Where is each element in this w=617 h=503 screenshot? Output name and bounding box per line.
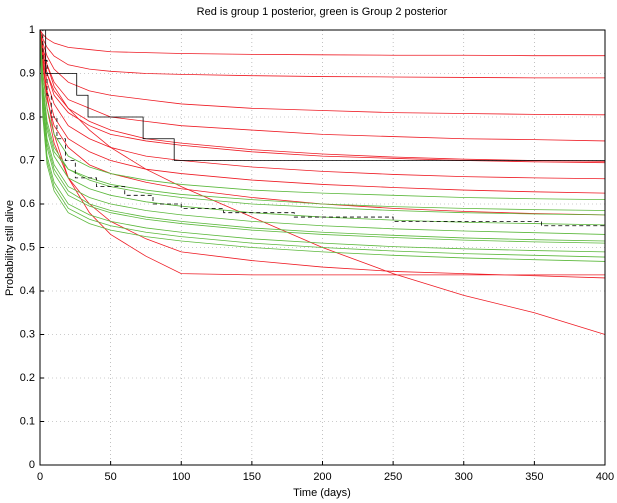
posterior-curve <box>39 29 606 279</box>
posterior-curve <box>39 29 605 57</box>
posterior-curve <box>39 29 606 162</box>
posterior-curve <box>39 29 606 116</box>
posterior-curve <box>39 29 606 216</box>
posterior-curve <box>39 29 606 211</box>
posterior-curve <box>39 29 606 201</box>
x-tick-label: 300 <box>455 471 473 483</box>
posterior-curve <box>39 29 606 164</box>
posterior-curve <box>39 29 606 258</box>
posterior-curve <box>39 29 606 235</box>
posterior-curve <box>39 29 606 180</box>
chart-title: Red is group 1 posterior, green is Group… <box>197 6 448 18</box>
x-tick-label: 0 <box>37 471 43 483</box>
posterior-curve <box>39 29 606 142</box>
x-tick-label: 400 <box>596 471 614 483</box>
plot-frame <box>39 29 606 466</box>
y-tick-label: 0.9 <box>20 67 35 79</box>
posterior-curve <box>39 29 605 79</box>
step-curve <box>40 29 605 161</box>
x-tick-label: 200 <box>313 471 331 483</box>
posterior-curve <box>39 29 606 262</box>
y-tick-label: 0.8 <box>20 111 35 123</box>
posterior-curve <box>39 29 606 253</box>
posterior-curve <box>39 29 606 242</box>
x-tick-label: 150 <box>243 471 261 483</box>
y-tick-label: 0.4 <box>20 285 35 297</box>
y-tick-label: 0.7 <box>20 154 35 166</box>
y-tick-label: 0.3 <box>20 328 35 340</box>
posterior-curve <box>39 29 606 335</box>
y-tick-label: 0.2 <box>20 372 35 384</box>
posterior-curve <box>39 29 606 226</box>
y-tick-label: 0.5 <box>20 241 35 253</box>
step-curve <box>40 29 605 227</box>
y-tick-label: 0.6 <box>20 198 35 210</box>
y-axis-label: Probability still alive <box>4 200 16 296</box>
posterior-curve <box>39 29 606 244</box>
y-tick-label: 0 <box>29 459 35 471</box>
x-tick-label: 350 <box>525 471 543 483</box>
y-tick-label: 1 <box>29 24 35 36</box>
x-axis-label: Time (days) <box>293 487 351 499</box>
y-tick-label: 0.1 <box>20 415 35 427</box>
posterior-curve <box>39 29 605 276</box>
x-tick-label: 100 <box>172 471 190 483</box>
x-tick-label: 50 <box>105 471 117 483</box>
x-tick-label: 250 <box>384 471 402 483</box>
